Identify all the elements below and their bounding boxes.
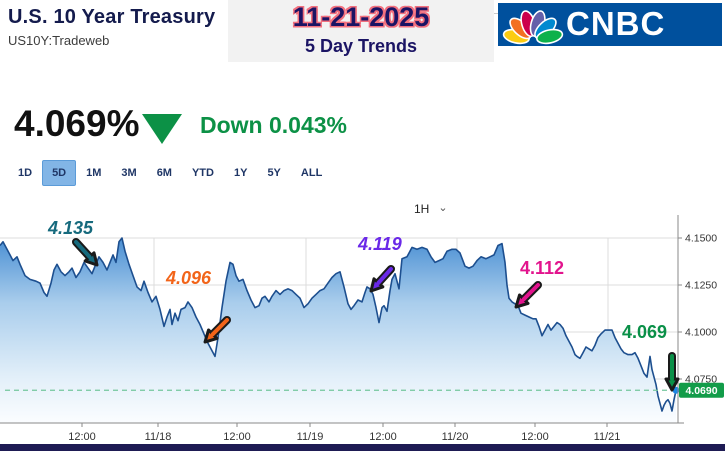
page-title: U.S. 10 Year Treasury bbox=[8, 6, 216, 28]
ticker-symbol: US10Y:Tradeweb bbox=[8, 33, 110, 48]
date-banner: 11-21-2025 5 Day Trends bbox=[228, 0, 494, 62]
annotation-4.119: 4.119 bbox=[358, 234, 402, 254]
y-tick-label: 4.1000 bbox=[685, 327, 717, 339]
current-yield-value: 4.069% bbox=[14, 103, 140, 144]
y-tick-label: 4.1250 bbox=[685, 280, 717, 292]
chart-series bbox=[0, 237, 680, 423]
annotation-4.112: 4.112 bbox=[520, 258, 565, 278]
price-line bbox=[0, 237, 677, 412]
peacock-feather bbox=[536, 28, 564, 45]
range-tab-1y[interactable]: 1Y bbox=[233, 167, 248, 179]
range-tab-6m[interactable]: 6M bbox=[156, 167, 172, 179]
y-tick-label: 4.0750 bbox=[685, 374, 717, 386]
down-triangle-icon bbox=[142, 114, 182, 144]
peacock-icon bbox=[502, 10, 564, 45]
x-tick-label: 12:00 bbox=[369, 431, 397, 443]
price-chart[interactable]: 4.1500 4.1250 4.1000 4.0750 12:00 11/18 12:00 1… bbox=[0, 213, 725, 451]
annotation-4.135: 4.135 bbox=[48, 218, 94, 238]
y-tick-label: 4.1500 bbox=[685, 233, 717, 245]
x-tick-label: 12:00 bbox=[223, 431, 251, 443]
last-price-badge bbox=[679, 382, 724, 398]
range-tab-all[interactable]: ALL bbox=[300, 167, 323, 179]
cnbc-logo: CNBC bbox=[498, 3, 722, 46]
change-label: Down 0.043% bbox=[200, 112, 347, 138]
range-tab-bar: 1D 5D 1M 3M 6M YTD 1Y 5Y ALL bbox=[8, 160, 332, 186]
last-price-badge-text: 4.0690 bbox=[685, 385, 717, 397]
annotation-4.096: 4.096 bbox=[166, 268, 212, 288]
x-tick-label: 11/21 bbox=[594, 431, 621, 443]
range-tab-1d[interactable]: 1D bbox=[18, 167, 33, 179]
trend-subtitle: 5 Day Trends bbox=[304, 36, 418, 56]
instrument-header: U.S. 10 Year Treasury US10Y:Tradeweb bbox=[8, 6, 215, 48]
footer-bar bbox=[0, 444, 725, 451]
date-label: 11-21-2025 bbox=[292, 2, 430, 32]
area-fill bbox=[0, 238, 676, 423]
x-tick-label: 11/20 bbox=[442, 431, 469, 443]
x-tick-label: 11/19 bbox=[297, 431, 324, 443]
interval-label: 1H bbox=[414, 202, 430, 216]
range-tab-5d[interactable]: 5D bbox=[42, 160, 77, 186]
chart-axes: 4.1500 4.1250 4.1000 4.0750 12:00 11/18 12:00 1… bbox=[0, 215, 724, 443]
x-tick-label: 12:00 bbox=[521, 431, 549, 443]
x-tick-label: 11/18 bbox=[145, 431, 172, 443]
annotation-4.069: 4.069 bbox=[622, 322, 668, 342]
interval-dropdown[interactable]: 1H ⌄ bbox=[414, 202, 448, 216]
x-tick-label: 12:00 bbox=[68, 431, 96, 443]
cnbc-logo-text: CNBC bbox=[566, 4, 666, 42]
chevron-down-icon: ⌄ bbox=[438, 202, 448, 214]
range-tab-3m[interactable]: 3M bbox=[121, 167, 137, 179]
range-tab-5y[interactable]: 5Y bbox=[267, 167, 281, 179]
range-tab-ytd[interactable]: YTD bbox=[191, 167, 214, 179]
range-tab-1m[interactable]: 1M bbox=[86, 167, 102, 179]
